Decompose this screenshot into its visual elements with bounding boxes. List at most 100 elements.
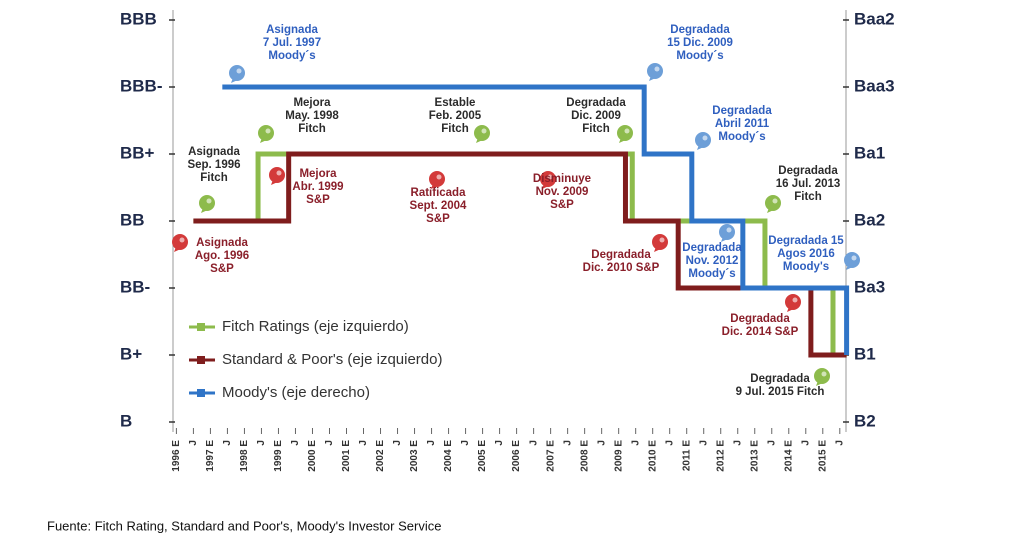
annotation: Degradada — [670, 24, 730, 36]
annotation: Degradada — [591, 249, 651, 261]
pin-marker — [474, 125, 490, 141]
x-tick-label: 1999 E — [273, 440, 284, 472]
annotation: Moody´s — [718, 131, 765, 143]
x-tick-label: 2000 E — [307, 440, 318, 472]
annotation: Moody´s — [688, 268, 735, 280]
pin-marker — [702, 135, 708, 141]
x-tick-label: 2002 E — [375, 440, 386, 472]
legend-swatch — [197, 389, 205, 397]
x-tick-label: 2009 E — [613, 440, 624, 472]
annotation: May. 1998 — [285, 110, 339, 122]
x-tick-label: J — [426, 440, 437, 446]
pin-marker — [199, 195, 215, 211]
pin-marker — [540, 171, 556, 187]
y2-tick-label: Ba1 — [854, 143, 885, 162]
annotation: Mejora — [293, 97, 331, 109]
annotation: Degradada — [730, 313, 790, 325]
x-tick-label: 2010 E — [647, 440, 658, 472]
pin-marker — [436, 174, 442, 180]
annotation: Sept. 2004 — [410, 200, 467, 212]
x-tick-label: J — [766, 440, 777, 446]
x-tick-label: J — [392, 440, 403, 446]
pin-marker — [206, 198, 212, 204]
y-tick-label: B+ — [120, 344, 142, 363]
x-tick-label: J — [528, 440, 539, 446]
pin-marker — [624, 128, 630, 134]
x-tick-label: J — [800, 440, 811, 446]
x-tick-label: 2008 E — [579, 440, 590, 472]
y-tick-label: BBB — [120, 9, 157, 28]
pin-marker — [258, 125, 274, 141]
y-tick-label: B — [120, 411, 132, 430]
pin-marker — [765, 195, 781, 211]
x-tick-label: 2005 E — [477, 440, 488, 472]
annotation: Dic. 2009 — [571, 110, 621, 122]
annotation: 16 Jul. 2013 — [776, 178, 841, 190]
y2-tick-label: Ba3 — [854, 277, 885, 296]
x-tick-label: J — [494, 440, 505, 446]
annotation: S&P — [426, 213, 450, 225]
annotation: Fitch — [582, 123, 609, 135]
pin-marker — [172, 234, 188, 250]
x-tick-label: J — [732, 440, 743, 446]
pin-marker — [265, 128, 271, 134]
annotation: 15 Dic. 2009 — [667, 37, 733, 49]
annotation: Mejora — [299, 168, 337, 180]
x-tick-label: 2003 E — [409, 440, 420, 472]
annotation: Degradada — [750, 373, 810, 385]
pin-marker — [429, 171, 445, 187]
annotation: Moody's — [783, 261, 829, 273]
series-line — [193, 151, 847, 358]
annotation: Dic. 2014 S&P — [722, 326, 799, 338]
x-tick-label: J — [834, 440, 845, 446]
pin-marker — [844, 252, 860, 268]
annotation: Disminuye — [533, 173, 591, 185]
x-tick-label: J — [562, 440, 573, 446]
annotation: Degradada — [682, 242, 742, 254]
pin-marker — [719, 224, 735, 240]
annotation: Asignada — [188, 146, 240, 158]
annotation: Asignada — [196, 237, 248, 249]
pin-marker — [229, 65, 245, 81]
x-tick-label: J — [596, 440, 607, 446]
annotation: S&P — [550, 199, 574, 211]
annotation: Feb. 2005 — [429, 110, 482, 122]
pin-marker — [726, 227, 732, 233]
y2-tick-label: Baa2 — [854, 9, 895, 28]
x-tick-label: J — [290, 440, 301, 446]
y2-tick-label: Baa3 — [854, 76, 895, 95]
x-tick-label: J — [698, 440, 709, 446]
x-tick-label: 2011 E — [681, 440, 692, 471]
pin-marker — [236, 68, 242, 74]
pin-marker — [785, 294, 801, 310]
legend-label: Moody's (eje derecho) — [222, 384, 370, 401]
x-tick-label: J — [664, 440, 675, 446]
pin-marker — [481, 128, 487, 134]
annotation: Asignada — [266, 24, 318, 36]
annotation: Moody´s — [268, 50, 315, 62]
pin-marker — [647, 63, 663, 79]
legend-swatch — [197, 323, 205, 331]
pin-marker — [659, 237, 665, 243]
annotation: Fitch — [200, 172, 227, 184]
pin-marker — [654, 66, 660, 72]
y-tick-label: BB — [120, 210, 145, 229]
annotation: Degradada — [566, 97, 626, 109]
annotation: Fitch — [441, 123, 468, 135]
annotation: Degradada 15 — [768, 235, 844, 247]
x-tick-label: J — [222, 440, 233, 446]
x-tick-label: 2012 E — [715, 440, 726, 472]
annotation: Abr. 1999 — [292, 181, 343, 193]
annotation: Dic. 2010 S&P — [583, 262, 660, 274]
pin-marker — [276, 170, 282, 176]
x-tick-label: 2001 E — [341, 440, 352, 472]
annotation: Estable — [435, 97, 476, 109]
annotation: Degradada — [712, 105, 772, 117]
x-tick-label: 2007 E — [545, 440, 556, 472]
annotation: Abril 2011 — [715, 118, 770, 130]
x-tick-label: 2015 E — [817, 440, 828, 472]
x-tick-label: 2014 E — [783, 440, 794, 472]
pin-marker — [814, 368, 830, 384]
x-tick-label: 1998 E — [239, 440, 250, 472]
